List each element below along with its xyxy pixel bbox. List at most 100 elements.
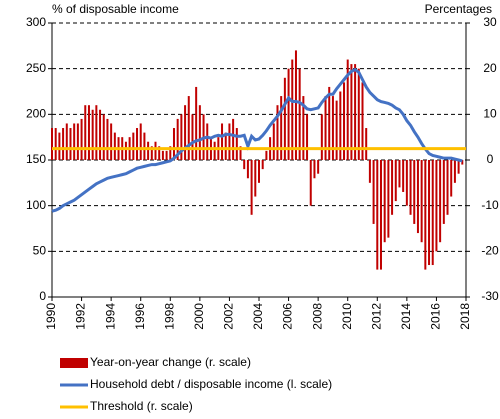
bar [147, 141, 150, 160]
legend-label: Household debt / disposable income (l. s… [90, 377, 332, 391]
y2-tick-label: 10 [483, 107, 497, 121]
bar [195, 86, 198, 160]
bar [69, 128, 72, 160]
y-tick-label: 200 [26, 107, 46, 121]
bar [413, 160, 416, 224]
x-tick-label: 2006 [281, 303, 295, 330]
bar [187, 96, 190, 160]
y2-tick-label: 0 [487, 152, 494, 166]
bar [453, 160, 456, 183]
bar [95, 105, 98, 160]
bar [331, 96, 334, 160]
bar [172, 128, 175, 160]
bar [124, 141, 127, 160]
bar [224, 132, 227, 160]
bar [80, 118, 83, 160]
bar [439, 160, 442, 243]
bar [313, 160, 316, 179]
bar [405, 160, 408, 206]
bar [324, 96, 327, 160]
bar [420, 160, 423, 243]
bar [402, 160, 405, 192]
y2-tick-label: 20 [483, 61, 497, 75]
bar [91, 109, 94, 160]
y-tick-label: 100 [26, 198, 46, 212]
bar [143, 132, 146, 160]
bar [136, 128, 139, 160]
y2-tick-label: -30 [481, 289, 499, 303]
bar [317, 160, 320, 174]
bar [387, 160, 390, 238]
bar [265, 150, 268, 160]
bar [272, 123, 275, 160]
legend-label: Year-on-year change (r. scale) [90, 355, 251, 369]
x-tick-label: 1992 [74, 303, 88, 330]
bar [161, 150, 164, 160]
bar [239, 146, 242, 160]
bar [298, 68, 301, 160]
bar [250, 160, 253, 215]
bar [84, 105, 87, 160]
bar [110, 123, 113, 160]
bar [113, 132, 116, 160]
bar [150, 146, 153, 160]
x-tick-label: 1996 [133, 303, 147, 330]
bar [221, 123, 224, 160]
x-tick-label: 2008 [310, 303, 324, 330]
bar [383, 160, 386, 243]
bar [309, 160, 312, 206]
x-tick-label: 2002 [222, 303, 236, 330]
x-tick-label: 2004 [251, 303, 265, 330]
bar [394, 160, 397, 202]
bar [213, 141, 216, 160]
bar [291, 59, 294, 160]
x-tick-label: 1990 [44, 303, 58, 330]
bar [376, 160, 379, 270]
y-tick-label: 300 [26, 15, 46, 29]
bar [428, 160, 431, 266]
bar [180, 114, 183, 160]
y-tick-label: 50 [33, 244, 47, 258]
bar [99, 109, 102, 160]
bar [169, 146, 172, 160]
bar [54, 128, 57, 160]
bar [287, 68, 290, 160]
bar [276, 105, 279, 160]
bar [87, 105, 90, 160]
bar [339, 91, 342, 160]
bar [139, 123, 142, 160]
bar [424, 160, 427, 270]
bar [431, 160, 434, 266]
bar [354, 64, 357, 160]
bar [350, 64, 353, 160]
bar [461, 160, 464, 165]
bar [365, 128, 368, 160]
y-axis-label: % of disposable income [52, 2, 179, 16]
bar [206, 123, 209, 160]
bar [51, 128, 53, 160]
bar [73, 123, 76, 160]
bar [446, 160, 449, 215]
bar [361, 82, 364, 160]
bar [294, 50, 297, 160]
bar [379, 160, 382, 270]
bar [368, 160, 371, 183]
bar [254, 160, 257, 197]
bar [409, 160, 412, 215]
bar [328, 86, 331, 160]
bar [132, 132, 135, 160]
y2-tick-label: -10 [481, 198, 499, 212]
bar [435, 160, 438, 252]
y2-tick-label: 30 [483, 15, 497, 29]
bar [246, 160, 249, 179]
x-tick-label: 2012 [369, 303, 383, 330]
bar [165, 150, 168, 160]
bar [243, 160, 246, 170]
x-tick-label: 2010 [340, 303, 354, 330]
bar [228, 123, 231, 160]
bar [320, 114, 323, 160]
bar [62, 128, 65, 160]
bar [65, 123, 68, 160]
bar [391, 160, 394, 215]
